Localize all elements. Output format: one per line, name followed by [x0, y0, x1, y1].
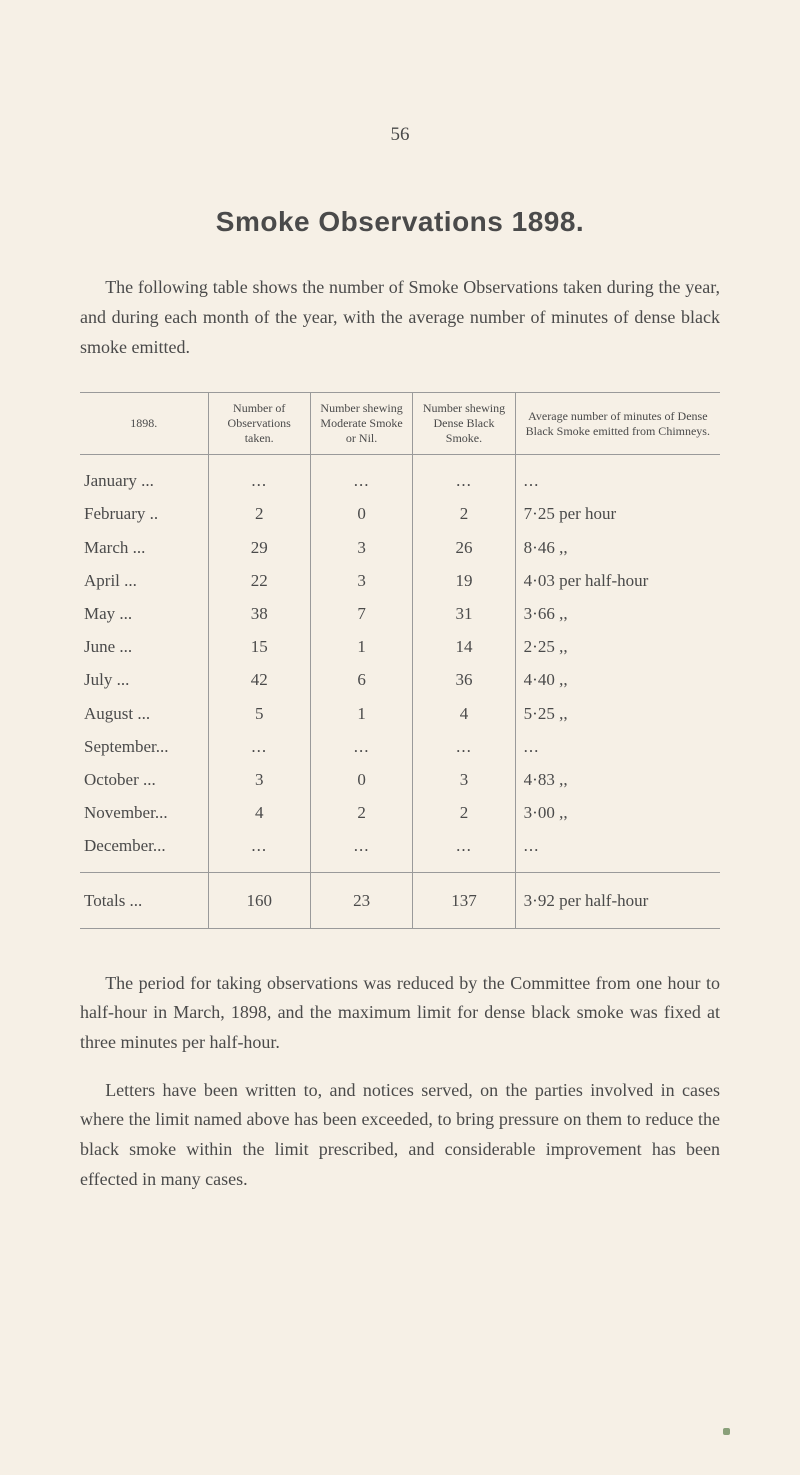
cell-mod: 0 [310, 763, 412, 796]
cell-dense: 14 [413, 630, 515, 663]
cell-mod: 1 [310, 697, 412, 730]
col-obs: Number of Observations taken. [208, 393, 310, 455]
col-mod: Number shewing Moderate Smoke or Nil. [310, 393, 412, 455]
cell-dense: ... [413, 455, 515, 498]
totals-avg: 3·92 per half-hour [515, 872, 720, 928]
cell-obs: ... [208, 829, 310, 872]
page-mark-icon [723, 1428, 730, 1435]
table-row: May ... 38 7 31 3·66 ,, [80, 597, 720, 630]
table-row: November... 4 2 2 3·00 ,, [80, 796, 720, 829]
intro-paragraph: The following table shows the number of … [80, 273, 720, 362]
cell-mod: 3 [310, 564, 412, 597]
table-row: August ... 5 1 4 5·25 ,, [80, 697, 720, 730]
table-row: April ... 22 3 19 4·03 per half-hour [80, 564, 720, 597]
cell-dense: 19 [413, 564, 515, 597]
cell-mod: 3 [310, 531, 412, 564]
cell-mod: 1 [310, 630, 412, 663]
cell-mod: 7 [310, 597, 412, 630]
cell-avg: 3·66 ,, [515, 597, 720, 630]
cell-obs: 22 [208, 564, 310, 597]
cell-month: April ... [80, 564, 208, 597]
table-row: February .. 2 0 2 7·25 per hour [80, 497, 720, 530]
col-avg: Average number of minutes of Dense Black… [515, 393, 720, 455]
cell-dense: 26 [413, 531, 515, 564]
cell-month: March ... [80, 531, 208, 564]
cell-avg: ... [515, 730, 720, 763]
cell-month: February .. [80, 497, 208, 530]
cell-obs: 15 [208, 630, 310, 663]
cell-avg: 8·46 ,, [515, 531, 720, 564]
observations-table: 1898. Number of Observations taken. Numb… [80, 392, 720, 928]
cell-mod: ... [310, 829, 412, 872]
cell-mod: 0 [310, 497, 412, 530]
cell-mod: ... [310, 455, 412, 498]
cell-mod: 2 [310, 796, 412, 829]
cell-avg: 5·25 ,, [515, 697, 720, 730]
cell-month: January ... [80, 455, 208, 498]
totals-obs: 160 [208, 872, 310, 928]
cell-month: July ... [80, 663, 208, 696]
cell-avg: 3·00 ,, [515, 796, 720, 829]
table-row: December... ... ... ... ... [80, 829, 720, 872]
table-row: January ... ... ... ... ... [80, 455, 720, 498]
col-year: 1898. [80, 393, 208, 455]
cell-month: December... [80, 829, 208, 872]
table-row: July ... 42 6 36 4·40 ,, [80, 663, 720, 696]
cell-dense: ... [413, 730, 515, 763]
totals-label: Totals ... [80, 872, 208, 928]
cell-avg: 7·25 per hour [515, 497, 720, 530]
cell-obs: 29 [208, 531, 310, 564]
cell-obs: 5 [208, 697, 310, 730]
page-number: 56 [80, 120, 720, 150]
cell-dense: 3 [413, 763, 515, 796]
cell-avg: ... [515, 829, 720, 872]
totals-dense: 137 [413, 872, 515, 928]
cell-avg: 2·25 ,, [515, 630, 720, 663]
cell-obs: ... [208, 730, 310, 763]
body-paragraph-2: Letters have been written to, and notice… [80, 1076, 720, 1195]
table-totals-row: Totals ... 160 23 137 3·92 per half-hour [80, 872, 720, 928]
cell-dense: 4 [413, 697, 515, 730]
cell-month: May ... [80, 597, 208, 630]
cell-month: August ... [80, 697, 208, 730]
cell-obs: 4 [208, 796, 310, 829]
cell-obs: 38 [208, 597, 310, 630]
cell-avg: ... [515, 455, 720, 498]
cell-obs: 2 [208, 497, 310, 530]
table-row: October ... 3 0 3 4·83 ,, [80, 763, 720, 796]
cell-avg: 4·83 ,, [515, 763, 720, 796]
cell-obs: 42 [208, 663, 310, 696]
cell-dense: 2 [413, 497, 515, 530]
cell-mod: 6 [310, 663, 412, 696]
cell-month: October ... [80, 763, 208, 796]
cell-dense: ... [413, 829, 515, 872]
cell-obs: 3 [208, 763, 310, 796]
col-dense: Number shewing Dense Black Smoke. [413, 393, 515, 455]
cell-dense: 31 [413, 597, 515, 630]
cell-dense: 2 [413, 796, 515, 829]
document-title: Smoke Observations 1898. [80, 200, 720, 245]
table-row: September... ... ... ... ... [80, 730, 720, 763]
cell-month: September... [80, 730, 208, 763]
cell-avg: 4·40 ,, [515, 663, 720, 696]
cell-dense: 36 [413, 663, 515, 696]
table-row: June ... 15 1 14 2·25 ,, [80, 630, 720, 663]
cell-mod: ... [310, 730, 412, 763]
cell-month: June ... [80, 630, 208, 663]
totals-mod: 23 [310, 872, 412, 928]
cell-obs: ... [208, 455, 310, 498]
cell-avg: 4·03 per half-hour [515, 564, 720, 597]
table-row: March ... 29 3 26 8·46 ,, [80, 531, 720, 564]
cell-month: November... [80, 796, 208, 829]
table-header-row: 1898. Number of Observations taken. Numb… [80, 393, 720, 455]
body-paragraph-1: The period for taking observations was r… [80, 969, 720, 1058]
